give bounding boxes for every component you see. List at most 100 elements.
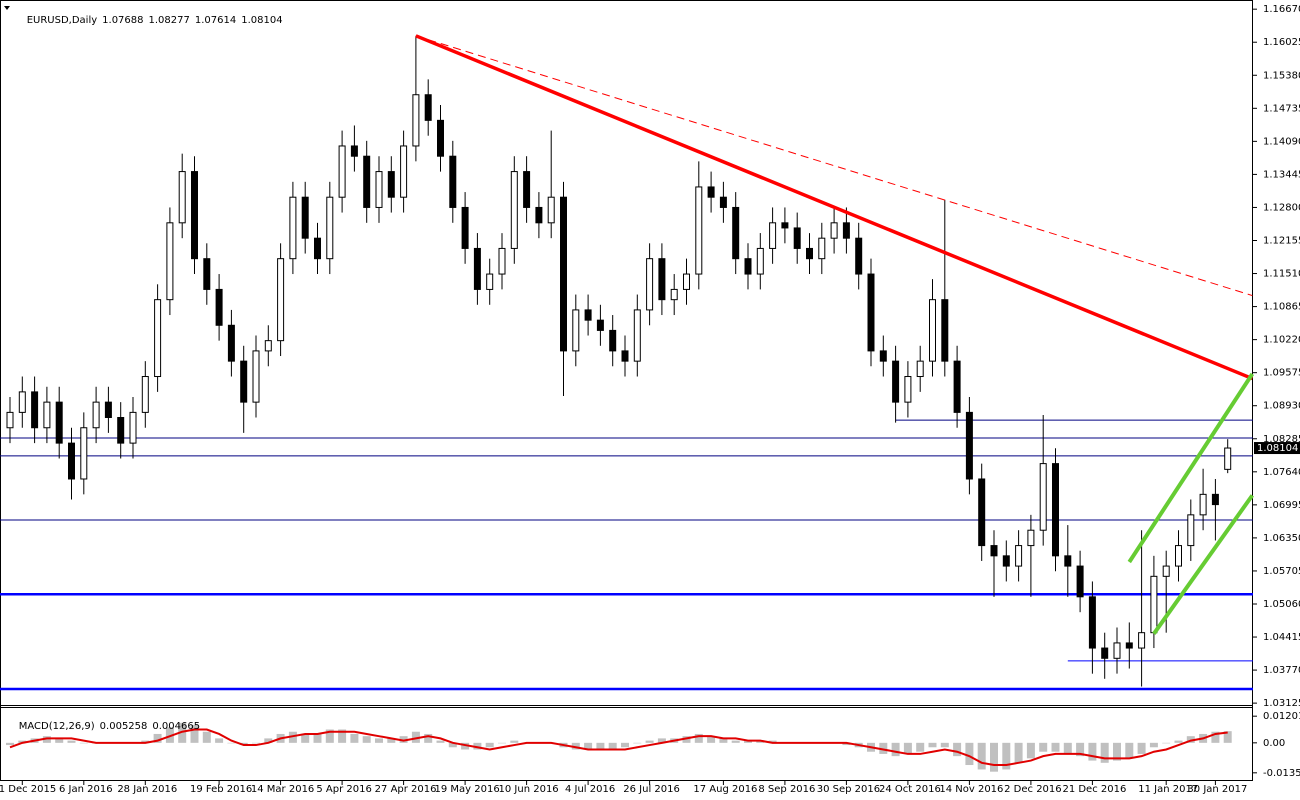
y-tick-label: 1.09575	[1263, 368, 1300, 379]
macd-bar	[350, 733, 359, 743]
y-tick-label: 1.14735	[1263, 103, 1300, 114]
candle-body	[350, 145, 358, 157]
close: 1.08104	[241, 15, 283, 26]
candle-body	[670, 288, 678, 301]
macd-bar	[1149, 742, 1158, 748]
macd-bar	[571, 742, 580, 750]
candle-body	[1150, 575, 1158, 634]
macd-bar	[448, 742, 457, 748]
y-tick-label: 1.16025	[1263, 37, 1300, 48]
candle-body	[806, 247, 813, 260]
candle-body	[1138, 632, 1146, 649]
indicator-name: MACD(12,26,9)	[18, 721, 95, 732]
candle-body	[1039, 463, 1047, 531]
candle-body	[609, 329, 617, 352]
macd-bar	[252, 742, 260, 744]
candle-body	[523, 171, 531, 208]
macd-bar	[903, 742, 912, 754]
macd-bar	[1113, 742, 1121, 761]
y-tick-label: -0.013513	[1263, 768, 1300, 779]
candle-body	[289, 196, 297, 260]
macd-bar	[928, 742, 937, 748]
macd-bar	[621, 742, 629, 748]
x-tick-label: 30 Jan 2017	[1187, 784, 1247, 795]
macd-bar	[707, 736, 716, 743]
y-tick-label: 1.08285	[1263, 434, 1300, 445]
candle-body	[719, 196, 727, 208]
x-tick-label: 19 Feb 2016	[190, 784, 252, 795]
candle-body	[793, 227, 801, 249]
macd-bar	[1076, 742, 1085, 757]
x-tick-label: 26 Jul 2016	[623, 784, 680, 795]
candle-body	[707, 186, 715, 198]
candle-body	[412, 94, 420, 147]
macd-bar	[473, 742, 482, 750]
candle-body	[830, 222, 838, 239]
x-tick-label: 5 Apr 2016	[316, 784, 371, 795]
macd-bar	[990, 742, 998, 772]
macd-bar	[1100, 742, 1109, 763]
y-tick-label: 1.14090	[1263, 136, 1300, 147]
macd-bar	[1174, 740, 1183, 743]
x-tick-label: 8 Sep 2016	[758, 784, 815, 795]
macd-bar	[940, 742, 949, 748]
candle-body	[6, 411, 14, 429]
macd-bar	[1039, 742, 1048, 752]
macd-bar	[227, 742, 236, 744]
candle-body	[424, 94, 432, 121]
candle-body	[375, 171, 383, 208]
y-tick-label: 1.13445	[1263, 169, 1300, 180]
candle-body	[178, 171, 186, 224]
macd-bar	[891, 742, 900, 757]
macd-bar	[1088, 742, 1097, 761]
candle-body	[31, 391, 39, 429]
candle-body	[326, 196, 334, 260]
candle-body	[769, 222, 777, 249]
x-tick-label: 6 Jan 2016	[59, 784, 113, 795]
indicator-header: MACD(12,26,9) 0.005258 0.004665	[6, 710, 205, 743]
chart-header: EURUSD,Daily 1.07688 1.08277 1.07614 1.08104	[14, 4, 288, 37]
macd-bar	[325, 729, 334, 743]
candle-body	[1113, 642, 1121, 659]
candle-body	[1199, 493, 1207, 516]
candle-body	[1175, 545, 1182, 567]
y-tick-label: 1.11510	[1263, 269, 1300, 280]
macd-bar	[768, 740, 777, 743]
candle-body	[166, 222, 174, 301]
symbol: EURUSD,Daily	[26, 15, 98, 26]
macd-bar	[178, 722, 187, 743]
candle-body	[1002, 555, 1010, 567]
macd-bar	[55, 738, 64, 743]
y-tick-label: 1.16670	[1263, 4, 1300, 15]
macd-bar	[756, 740, 765, 743]
candle-body	[92, 401, 100, 429]
candle-body	[867, 273, 875, 352]
y-tick-label: 1.15380	[1263, 70, 1300, 81]
x-tick-label: 27 Apr 2016	[375, 784, 437, 795]
macd-bar	[1063, 742, 1072, 754]
trendline	[1127, 372, 1254, 564]
candle-body	[855, 237, 863, 275]
menu-arrow[interactable]	[4, 6, 10, 10]
macd-bar	[67, 740, 76, 743]
candle-body	[584, 309, 592, 321]
y-tick-label: 1.06350	[1263, 533, 1300, 544]
y-tick-label: 1.05705	[1263, 566, 1300, 577]
candle-body	[55, 401, 63, 444]
macd-bar	[485, 742, 494, 748]
macd-bar	[215, 738, 224, 743]
candle-body	[535, 206, 543, 224]
macd-bar	[1002, 742, 1011, 770]
macd-bar	[731, 740, 740, 743]
trendline	[1152, 494, 1254, 635]
candle-body	[621, 350, 629, 362]
trendline	[415, 35, 1253, 297]
candle-body	[818, 237, 826, 260]
x-tick-label: 30 Sep 2016	[817, 784, 880, 795]
candle-body	[252, 350, 260, 403]
candle-body	[892, 360, 900, 403]
candle-body	[929, 299, 936, 362]
macd-bar	[608, 742, 617, 750]
